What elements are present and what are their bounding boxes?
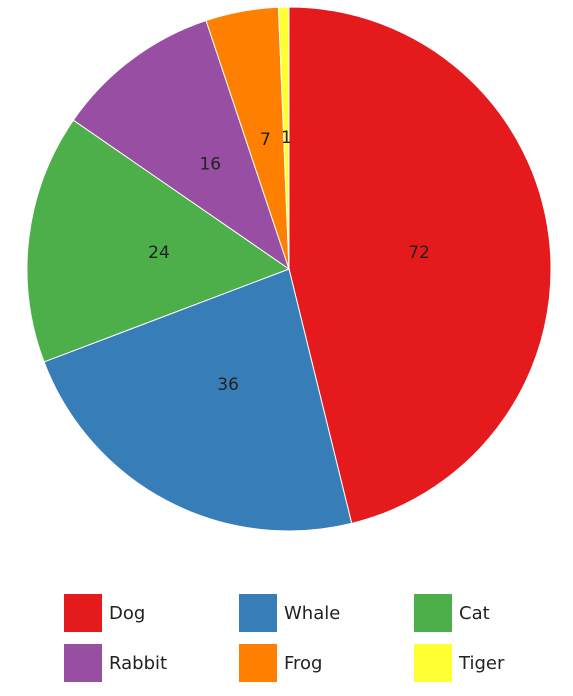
legend-item-frog[interactable]: Frog xyxy=(239,643,323,683)
slice-value-label-whale: 36 xyxy=(217,375,239,395)
legend-swatch-cat xyxy=(414,594,452,632)
legend-item-tiger[interactable]: Tiger xyxy=(414,643,504,683)
slice-value-label-rabbit: 16 xyxy=(199,154,221,174)
legend-label-whale: Whale xyxy=(284,602,341,624)
legend-label-frog: Frog xyxy=(284,652,323,674)
legend-swatch-dog xyxy=(64,594,102,632)
legend-label-tiger: Tiger xyxy=(459,652,505,674)
legend: Dog Whale Cat Rabbit Frog Tiger xyxy=(64,593,564,685)
pie-slice-whale[interactable] xyxy=(43,268,353,532)
pie-slice-dog[interactable] xyxy=(288,6,552,524)
slice-value-label-frog: 7 xyxy=(260,130,271,150)
legend-swatch-rabbit xyxy=(64,644,102,682)
legend-item-dog[interactable]: Dog xyxy=(64,593,145,633)
slice-value-label-cat: 24 xyxy=(148,243,170,263)
legend-label-rabbit: Rabbit xyxy=(109,652,168,674)
legend-item-rabbit[interactable]: Rabbit xyxy=(64,643,167,683)
pie-slice-tiger[interactable] xyxy=(277,6,290,270)
legend-swatch-tiger xyxy=(414,644,452,682)
legend-item-whale[interactable]: Whale xyxy=(239,593,340,633)
pie-chart: 72 36 24 16 7 1 xyxy=(26,6,552,532)
legend-swatch-whale xyxy=(239,594,277,632)
pie-value-labels: 72 36 24 16 7 1 xyxy=(148,128,430,395)
legend-item-cat[interactable]: Cat xyxy=(414,593,490,633)
pie-slice-rabbit[interactable] xyxy=(72,19,290,271)
slice-value-label-tiger: 1 xyxy=(281,128,292,148)
legend-label-cat: Cat xyxy=(459,602,490,624)
pie-slices xyxy=(26,6,552,532)
pie-slice-cat[interactable] xyxy=(26,119,291,363)
legend-label-dog: Dog xyxy=(109,602,146,624)
slice-value-label-dog: 72 xyxy=(408,243,430,263)
legend-swatch-frog xyxy=(239,644,277,682)
